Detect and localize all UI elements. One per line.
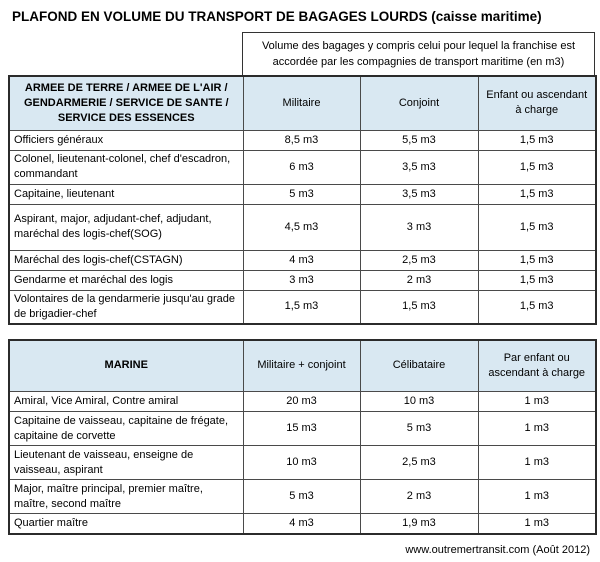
- column-header-marine: MARINE: [8, 339, 244, 392]
- rank-label-cell: Lieutenant de vaisseau, enseigne de vais…: [8, 445, 244, 480]
- column-header-conjoint: Conjoint: [359, 75, 479, 131]
- footer-credit: www.outremertransit.com (Août 2012): [405, 543, 590, 556]
- table-row: Colonel, lieutenant-colonel, chef d'esca…: [8, 149, 597, 185]
- table-row: Amiral, Vice Amiral, Contre amiral 20 m3…: [8, 391, 597, 412]
- rank-label-cell: Capitaine de vaisseau, capitaine de frég…: [8, 411, 244, 446]
- volume-value-cell: 1,5 m3: [477, 289, 597, 324]
- volume-value-cell: 1,5 m3: [477, 269, 597, 291]
- volume-value-cell: 1 m3: [477, 391, 597, 412]
- rank-label-cell: Major, maître principal, premier maître,…: [8, 479, 244, 514]
- volume-value-cell: 3 m3: [359, 203, 479, 251]
- marine-header-row: MARINE Militaire + conjoint Célibataire …: [8, 339, 597, 392]
- rank-label-cell: Quartier maître: [8, 513, 244, 534]
- volume-value-cell: 2 m3: [359, 269, 479, 291]
- volume-value-cell: 2,5 m3: [359, 249, 479, 271]
- rank-label-cell: Volontaires de la gendarmerie jusqu'au g…: [8, 289, 244, 324]
- volume-value-cell: 1,5 m3: [477, 129, 597, 151]
- volume-value-cell: 10 m3: [242, 445, 361, 480]
- volume-value-cell: 5 m3: [359, 411, 479, 446]
- volume-value-cell: 4 m3: [242, 249, 361, 271]
- volume-value-cell: 1 m3: [477, 445, 597, 480]
- table-row: Officiers généraux 8,5 m3 5,5 m3 1,5 m3: [8, 129, 597, 151]
- volume-value-cell: 1,5 m3: [477, 149, 597, 185]
- column-header-enfant: Enfant ou ascendant à charge: [477, 75, 597, 131]
- volume-value-cell: 5 m3: [242, 479, 361, 514]
- table-row: Capitaine, lieutenant 5 m3 3,5 m3 1,5 m3: [8, 183, 597, 205]
- volume-value-cell: 8,5 m3: [242, 129, 361, 151]
- volume-value-cell: 2,5 m3: [359, 445, 479, 480]
- table-row: Capitaine de vaisseau, capitaine de frég…: [8, 411, 597, 446]
- volume-value-cell: 1,5 m3: [477, 249, 597, 271]
- rank-label-cell: Aspirant, major, adjudant-chef, adjudant…: [8, 203, 244, 251]
- volume-value-cell: 2 m3: [359, 479, 479, 514]
- volume-value-cell: 15 m3: [242, 411, 361, 446]
- volume-value-cell: 3,5 m3: [359, 183, 479, 205]
- rank-label-cell: Officiers généraux: [8, 129, 244, 151]
- volume-value-cell: 20 m3: [242, 391, 361, 412]
- army-header-row: ARMEE DE TERRE / ARMEE DE L'AIR / GENDAR…: [8, 75, 597, 131]
- note-box: Volume des bagages y compris celui pour …: [242, 32, 595, 76]
- rank-label-cell: Gendarme et maréchal des logis: [8, 269, 244, 291]
- volume-value-cell: 3,5 m3: [359, 149, 479, 185]
- rank-label-cell: Maréchal des logis-chef(CSTAGN): [8, 249, 244, 271]
- table-row: Gendarme et maréchal des logis 3 m3 2 m3…: [8, 269, 597, 291]
- army-table: ARMEE DE TERRE / ARMEE DE L'AIR / GENDAR…: [8, 75, 597, 325]
- table-row: Maréchal des logis-chef(CSTAGN) 4 m3 2,5…: [8, 249, 597, 271]
- column-header-army-ranks: ARMEE DE TERRE / ARMEE DE L'AIR / GENDAR…: [8, 75, 244, 131]
- table-row: Lieutenant de vaisseau, enseigne de vais…: [8, 445, 597, 480]
- column-header-par-enfant: Par enfant ou ascendant à charge: [477, 339, 597, 392]
- column-header-militaire: Militaire: [242, 75, 361, 131]
- volume-value-cell: 1,5 m3: [359, 289, 479, 324]
- rank-label-cell: Colonel, lieutenant-colonel, chef d'esca…: [8, 149, 244, 185]
- volume-value-cell: 1 m3: [477, 479, 597, 514]
- marine-table: MARINE Militaire + conjoint Célibataire …: [8, 338, 597, 535]
- page-title: PLAFOND EN VOLUME DU TRANSPORT DE BAGAGE…: [12, 9, 542, 24]
- volume-value-cell: 5,5 m3: [359, 129, 479, 151]
- table-row: Major, maître principal, premier maître,…: [8, 479, 597, 514]
- table-row: Volontaires de la gendarmerie jusqu'au g…: [8, 289, 597, 324]
- table-row: Quartier maître 4 m3 1,9 m3 1 m3: [8, 513, 597, 534]
- volume-value-cell: 3 m3: [242, 269, 361, 291]
- volume-value-cell: 4 m3: [242, 513, 361, 534]
- volume-value-cell: 1,9 m3: [359, 513, 479, 534]
- table-row: Aspirant, major, adjudant-chef, adjudant…: [8, 203, 597, 251]
- volume-value-cell: 1 m3: [477, 411, 597, 446]
- volume-value-cell: 1,5 m3: [477, 183, 597, 205]
- volume-value-cell: 6 m3: [242, 149, 361, 185]
- column-header-celibataire: Célibataire: [359, 339, 479, 392]
- rank-label-cell: Capitaine, lieutenant: [8, 183, 244, 205]
- volume-value-cell: 10 m3: [359, 391, 479, 412]
- volume-value-cell: 1 m3: [477, 513, 597, 534]
- volume-value-cell: 1,5 m3: [242, 289, 361, 324]
- column-header-militaire-conjoint: Militaire + conjoint: [242, 339, 361, 392]
- rank-label-cell: Amiral, Vice Amiral, Contre amiral: [8, 391, 244, 412]
- volume-value-cell: 1,5 m3: [477, 203, 597, 251]
- volume-value-cell: 4,5 m3: [242, 203, 361, 251]
- volume-value-cell: 5 m3: [242, 183, 361, 205]
